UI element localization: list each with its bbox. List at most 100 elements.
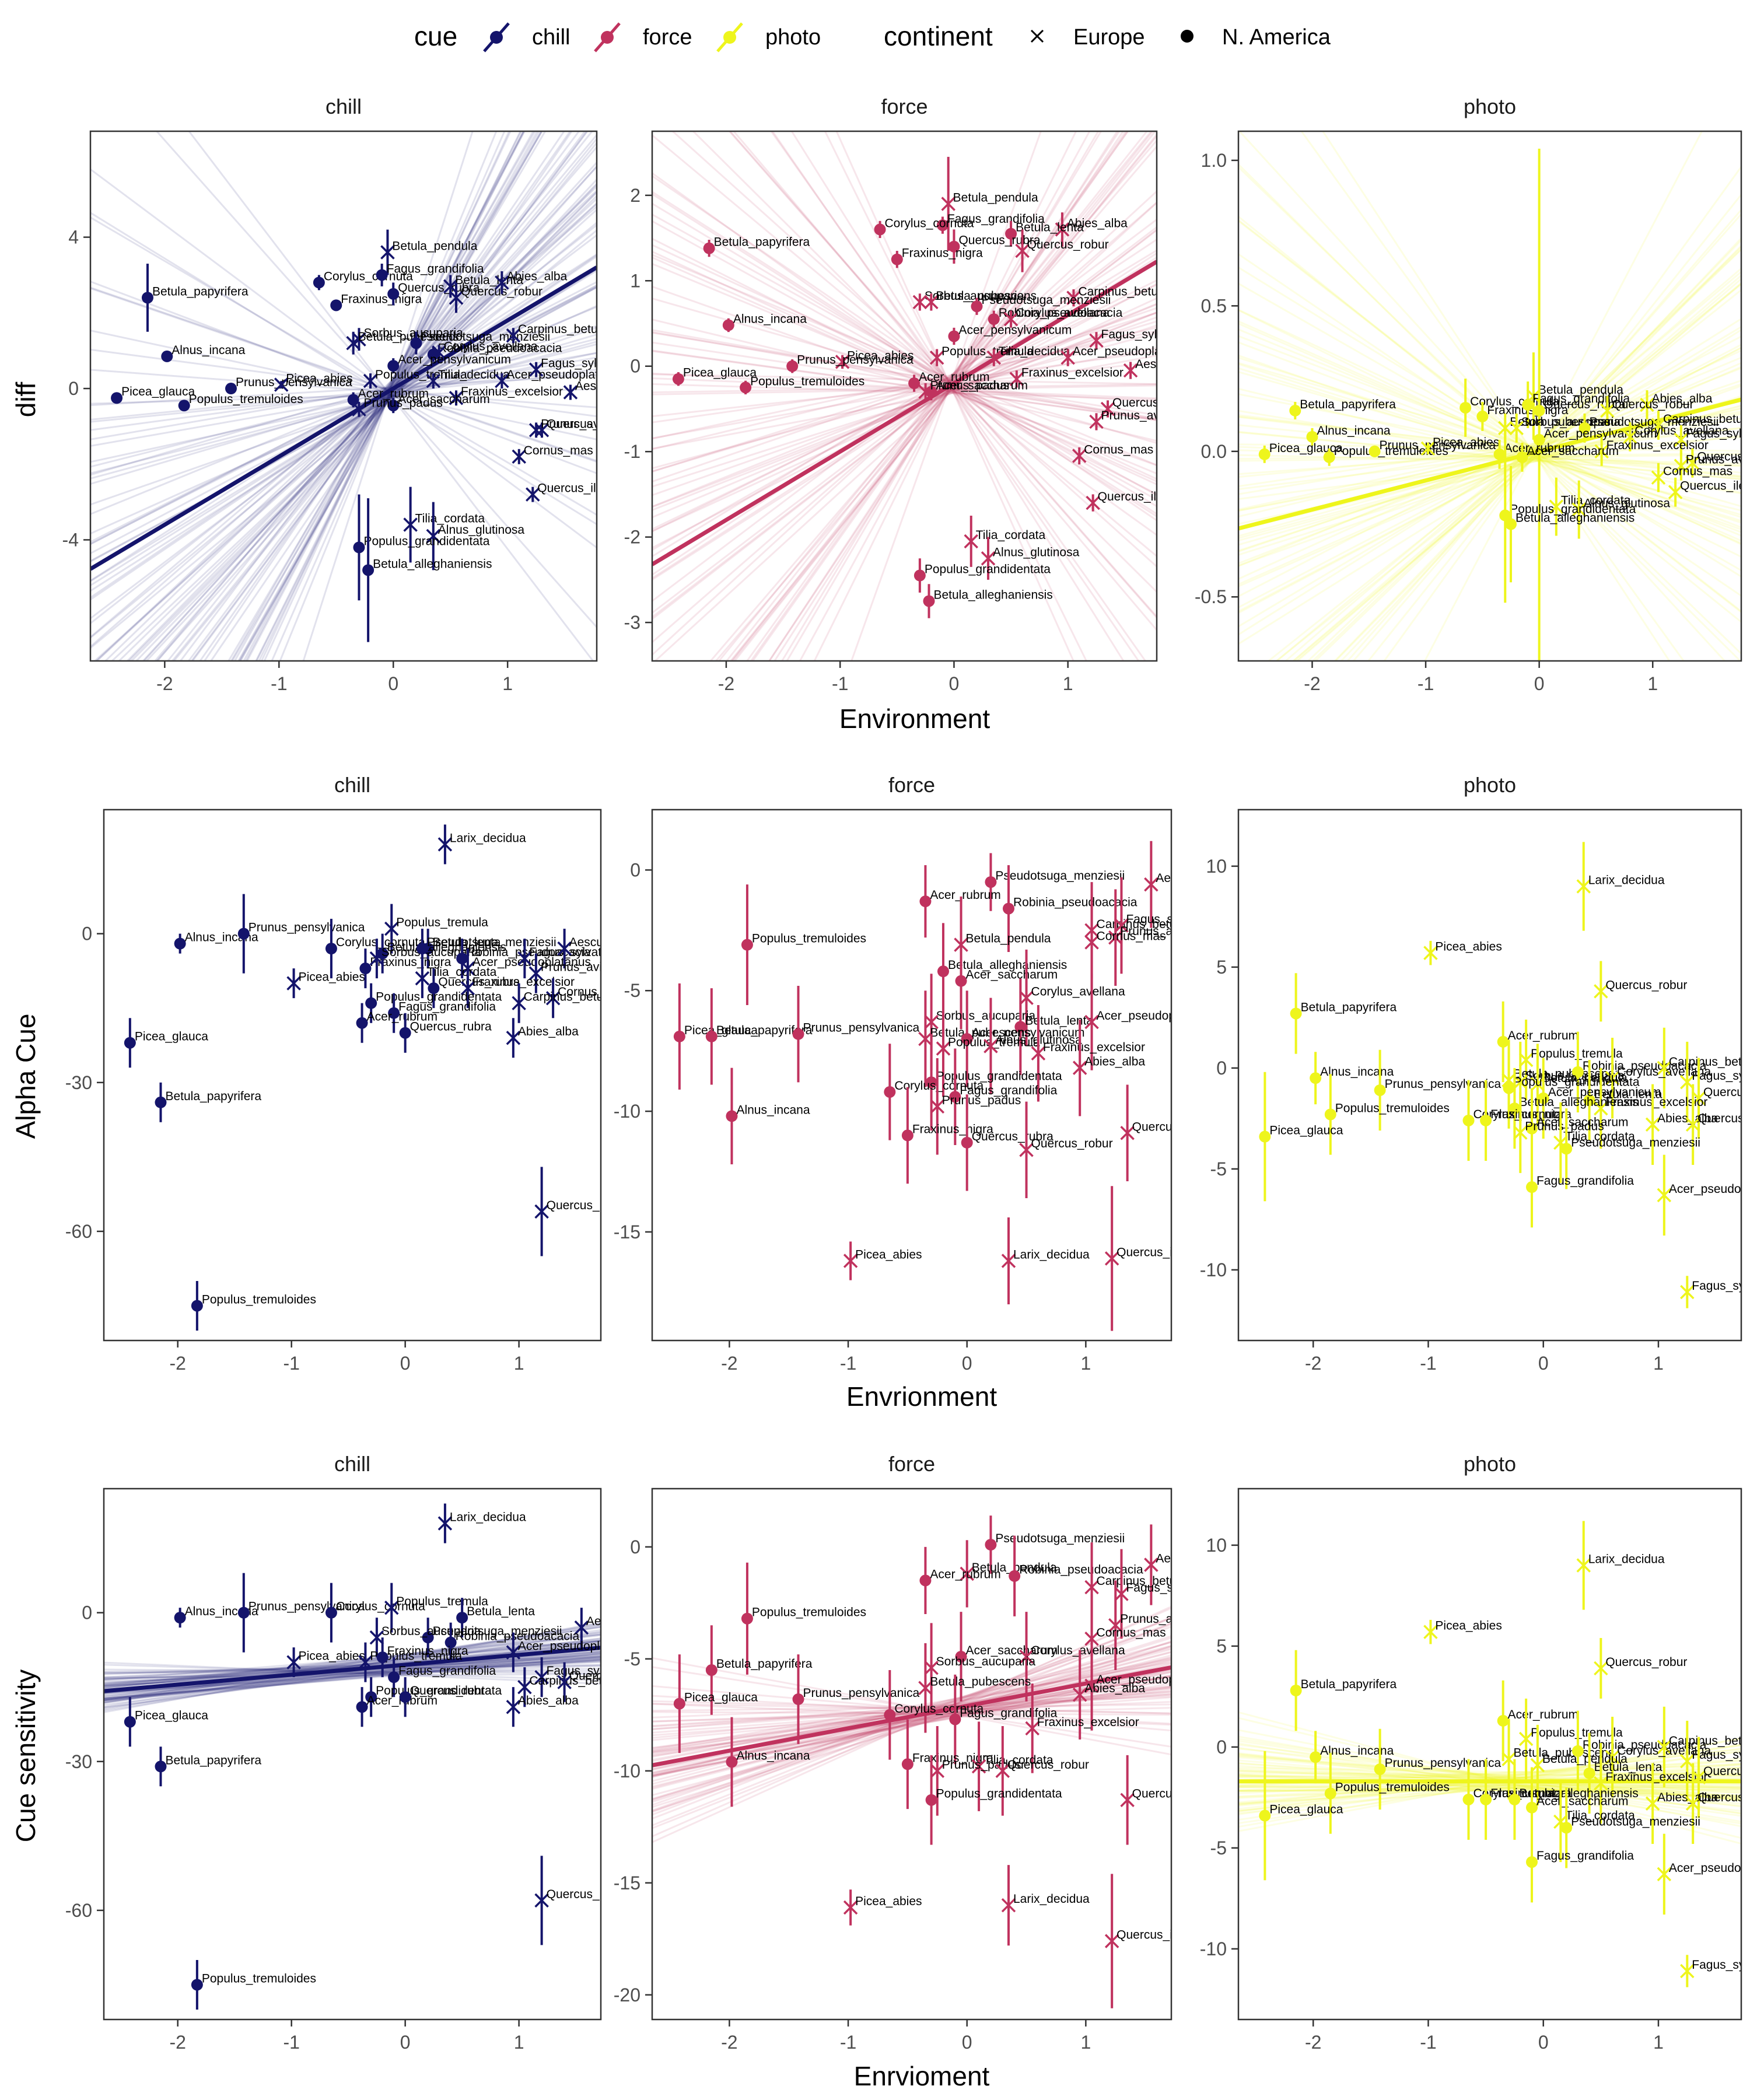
panel-r1-photo-points: Betula_papyrifera Alnus_incana Picea_glauc… bbox=[1258, 148, 1741, 661]
posterior-draw-line bbox=[104, 1664, 601, 1682]
point-label-betula-pubescens: Betula_pubescens bbox=[930, 1026, 1031, 1040]
point-cross-marker bbox=[941, 197, 956, 211]
posterior-draw-line bbox=[733, 131, 1157, 661]
point-label-alnus-incana: Alnus_incana bbox=[172, 344, 245, 357]
posterior-draw-line bbox=[1238, 328, 1741, 537]
y-tick-label: 5 bbox=[1216, 1636, 1227, 1657]
point-betula-alleghaniensis: Betula_alleghaniensis bbox=[1508, 1759, 1639, 1840]
posterior-draw-line bbox=[90, 222, 597, 639]
point-robinia-pseudoacacia: Robinia_pseudoacacia bbox=[444, 1622, 579, 1662]
posterior-draw-line bbox=[279, 131, 498, 661]
posterior-draw-line bbox=[104, 1644, 601, 1688]
point-fraxinus-nigra: Fraxinus_nigra bbox=[359, 949, 452, 989]
point-label-corylus-cornuta: Corylus_cornuta bbox=[1474, 1108, 1563, 1121]
posterior-draw-line bbox=[1238, 323, 1741, 544]
posterior-draw-line bbox=[652, 1682, 1171, 1768]
x-tick-label: 0 bbox=[949, 673, 960, 694]
point-alnus-incana: Alnus_incana bbox=[726, 1068, 810, 1165]
point-dot-marker bbox=[1497, 1714, 1509, 1727]
posterior-draw-line bbox=[652, 303, 1157, 508]
point-dot-marker bbox=[874, 223, 886, 236]
point-cross-marker bbox=[1423, 946, 1438, 960]
point-dot-marker bbox=[1476, 410, 1489, 422]
posterior-draw-line bbox=[730, 131, 1154, 661]
point-label-carpinus-betulus: Carpinus_betulus bbox=[524, 991, 619, 1004]
point-picea-glauca: Picea_glauca bbox=[1259, 1072, 1343, 1202]
posterior-draw-line bbox=[90, 281, 597, 545]
posterior-draw-line bbox=[824, 131, 1087, 661]
point-quercus-ilex: Quercus_ilex bbox=[1100, 396, 1157, 418]
posterior-draw-line bbox=[1238, 1744, 1741, 1808]
point-cross-marker bbox=[1651, 470, 1666, 485]
point-label-betula-papyrifera: Betula_papyrifera bbox=[1300, 398, 1396, 411]
posterior-draw-line bbox=[239, 131, 542, 661]
point-label-fraxinus-nigra: Fraxinus_nigra bbox=[341, 292, 422, 306]
x-tick-label: -2 bbox=[170, 2032, 186, 2053]
point-label-corylus-cornuta: Corylus_cornuta bbox=[894, 1079, 984, 1093]
point-cross-marker bbox=[1089, 414, 1104, 429]
panel-r3-force-points: Pseudotsuga_menziesii Aesculus_hippocasta… bbox=[673, 1516, 1198, 2008]
y-tick-label: 0 bbox=[630, 1536, 640, 1558]
posterior-draw-line bbox=[1238, 1755, 1741, 1794]
point-fagus-sylvatica: Fagus_sylvatica bbox=[1680, 1276, 1741, 1308]
posterior-draw-line bbox=[652, 1685, 1171, 1753]
point-label-prunus-pensylvanica: Prunus_pensylvanica bbox=[1379, 439, 1496, 452]
posterior-draw-line bbox=[850, 131, 1042, 661]
point-cross-marker bbox=[1019, 1142, 1034, 1157]
point-dot-marker bbox=[422, 1632, 434, 1644]
point-label-acer-saccharum: Acer_saccharum bbox=[966, 968, 1058, 982]
point-carpinus-betulus: Carpinus_betulus bbox=[506, 323, 597, 344]
posterior-draw-line bbox=[652, 262, 1157, 475]
posterior-draw-line bbox=[652, 1662, 1171, 1751]
posterior-draw-line bbox=[770, 131, 1147, 661]
point-carpinus-betulus: Carpinus_betulus bbox=[1066, 285, 1157, 307]
point-picea-glauca: Picea_glauca bbox=[124, 1697, 208, 1747]
posterior-draw-line bbox=[652, 285, 1157, 467]
panel-r1-force-title: force bbox=[881, 94, 928, 118]
point-quercus-robur: Quercus_robur bbox=[995, 1726, 1089, 1816]
point-label-prunus-avium: Prunus_avium bbox=[1120, 1612, 1198, 1626]
point-label-betula-papyrifera: Betula_papyrifera bbox=[165, 1754, 261, 1767]
point-cross-marker bbox=[1108, 930, 1123, 945]
y-tick-label: -1 bbox=[624, 441, 640, 462]
point-label-abies-alba: Abies_alba bbox=[518, 1694, 579, 1707]
y-tick-label: -15 bbox=[614, 1873, 640, 1894]
point-prunus-avium: Prunus_avium bbox=[1108, 1580, 1198, 1671]
point-dot-marker bbox=[1572, 1745, 1584, 1757]
point-tilia-decidua: Tilia_decidua bbox=[986, 345, 1070, 366]
point-cross-marker bbox=[1123, 363, 1138, 378]
x-tick-label: -2 bbox=[718, 673, 734, 694]
point-dot-marker bbox=[1508, 1793, 1521, 1805]
point-label-fraxinus-excelsior: Fraxinus_excelsior bbox=[1605, 1770, 1707, 1784]
point-label-populus-grandidentata: Populus_grandidentata bbox=[925, 563, 1051, 576]
posterior-draw-line bbox=[1296, 278, 1741, 661]
posterior-draw-line bbox=[1238, 1763, 1741, 1814]
posterior-draw-line bbox=[652, 318, 1157, 442]
posterior-draw-line bbox=[732, 134, 1157, 661]
point-dot-marker bbox=[1525, 1122, 1538, 1135]
point-cornus-mas: Cornus_mas bbox=[1651, 463, 1732, 492]
point-label-fraxinus-nigra: Fraxinus_nigra bbox=[370, 956, 451, 969]
point-dot-marker bbox=[365, 1691, 377, 1703]
y-tick-label: 2 bbox=[630, 185, 640, 206]
posterior-draw-line bbox=[153, 146, 597, 661]
posterior-draw-line bbox=[1238, 1775, 1741, 1780]
y-axis-title-row3: Cue sensitivity bbox=[10, 1670, 41, 1843]
point-label-prunus-padus: Prunus_padus bbox=[363, 397, 442, 410]
posterior-draw-line bbox=[1238, 282, 1741, 572]
point-dot-marker bbox=[362, 564, 374, 576]
point-dot-marker bbox=[237, 1606, 250, 1619]
panel-r3-force-mean-fit-line bbox=[652, 1665, 1171, 1768]
point-label-betula-alleghaniensis: Betula_alleghaniensis bbox=[1519, 1096, 1638, 1109]
point-corylus-cornuta: Corylus_cornuta bbox=[313, 270, 413, 290]
panel-r1-chill-title: chill bbox=[326, 94, 362, 118]
point-cross-marker bbox=[534, 423, 550, 438]
posterior-draw-line bbox=[135, 184, 597, 661]
point-fraxinus-excelsior: Fraxinus_excelsior bbox=[1594, 436, 1709, 466]
x-axis-title-row2: Envrionment bbox=[846, 1381, 997, 1412]
posterior-draw-line bbox=[260, 131, 512, 661]
point-label-picea-abies: Picea_abies bbox=[1435, 1619, 1502, 1633]
point-dot-marker bbox=[985, 1538, 997, 1550]
posterior-draw-line bbox=[729, 131, 1157, 618]
posterior-draw-line bbox=[1238, 163, 1741, 661]
